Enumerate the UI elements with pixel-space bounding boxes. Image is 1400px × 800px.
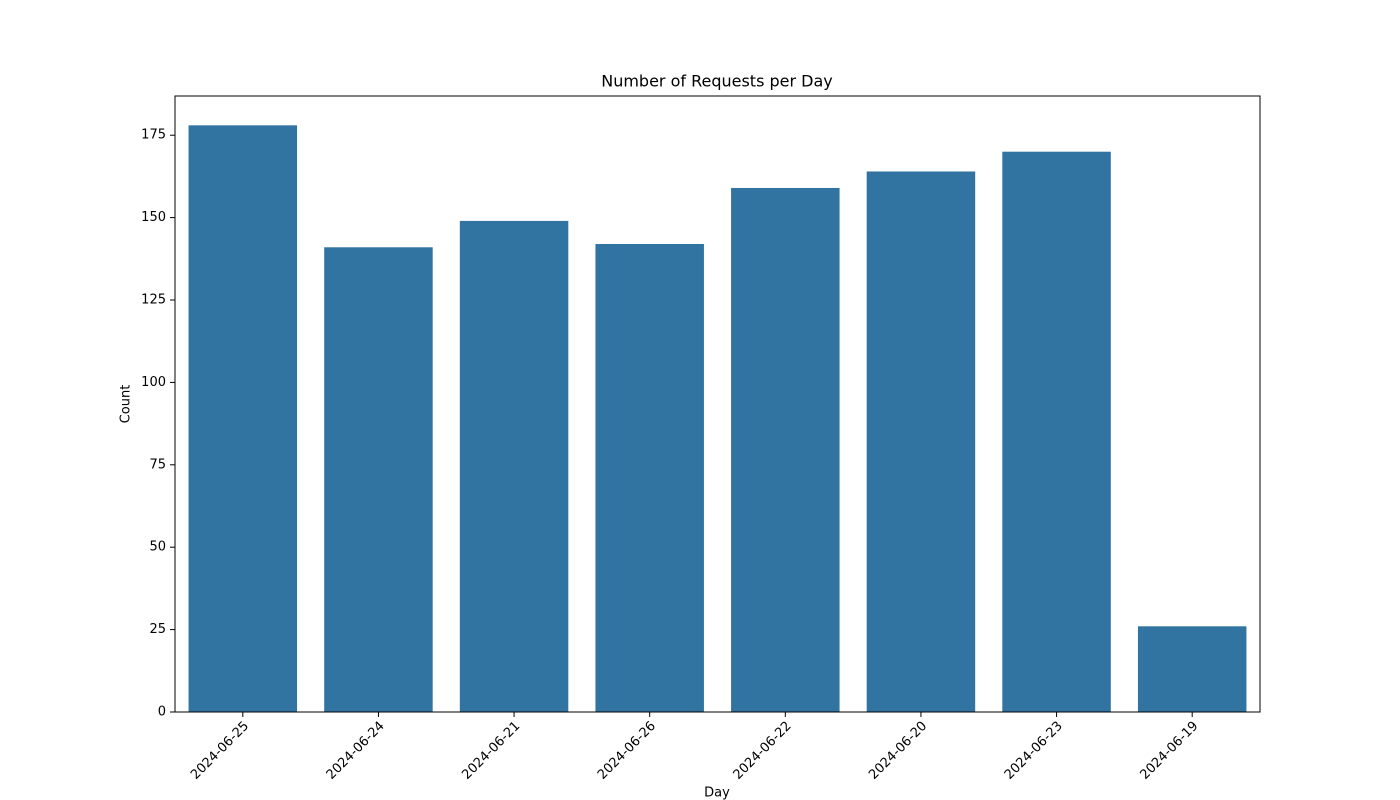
x-tick-label: 2024-06-21: [459, 719, 523, 783]
x-tick-label: 2024-06-26: [595, 719, 659, 783]
bar: [595, 243, 704, 712]
y-tick-label: 100: [141, 375, 166, 390]
bar: [324, 247, 433, 713]
bar: [866, 171, 976, 713]
bar: [1137, 626, 1247, 712]
x-tick-label: 2024-06-23: [1002, 719, 1066, 783]
x-tick-label: 2024-06-24: [324, 719, 388, 783]
y-tick-label: 125: [141, 293, 166, 308]
y-tick-label: 50: [149, 540, 166, 555]
x-tick-label: 2024-06-22: [731, 719, 795, 783]
x-tick-label: 2024-06-19: [1137, 719, 1201, 783]
plot-frame: [174, 95, 1261, 713]
x-tick-label: 2024-06-20: [866, 719, 930, 783]
y-tick-label: 150: [141, 210, 166, 225]
bar: [188, 125, 298, 713]
y-tick-label: 25: [149, 622, 166, 637]
x-tick-label: 2024-06-25: [188, 719, 252, 783]
y-tick-label: 0: [158, 705, 166, 720]
y-tick-label: 75: [149, 457, 166, 472]
bar: [459, 220, 569, 712]
bar: [1002, 151, 1111, 712]
y-tick-label: 175: [141, 128, 166, 143]
x-axis-label: Day: [704, 786, 730, 800]
chart-title: Number of Requests per Day: [601, 72, 833, 91]
bar: [731, 187, 840, 712]
y-axis-label: Count: [119, 385, 134, 424]
